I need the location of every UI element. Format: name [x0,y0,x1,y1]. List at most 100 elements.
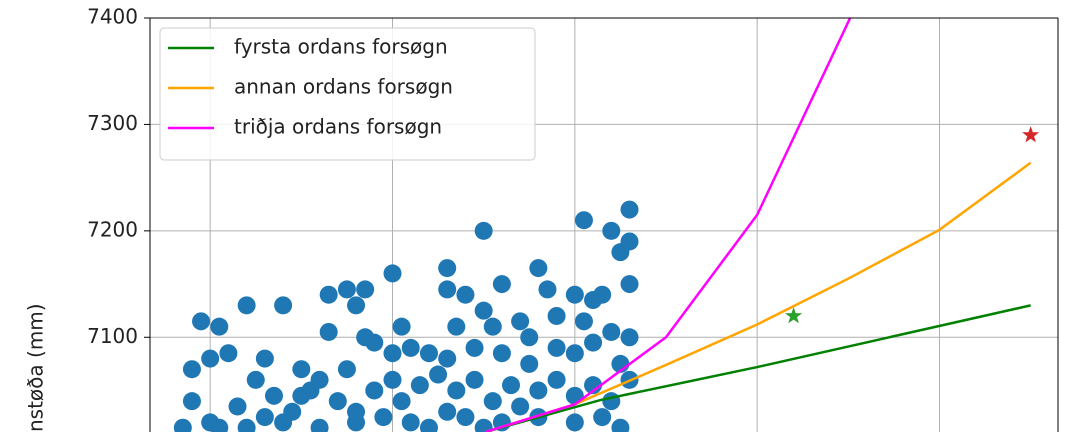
scatter-point [565,413,584,432]
scatter-point [237,296,256,315]
scatter-point [593,408,612,427]
scatter-point [219,344,238,363]
scatter-point [565,344,584,363]
scatter-point [255,408,274,427]
scatter-point [611,418,630,432]
scatter-point [620,275,639,294]
scatter-point [529,259,548,278]
scatter-point [274,413,293,432]
prediction-line [485,18,852,432]
scatter-point [438,280,457,299]
scatter-point [483,392,502,411]
scatter-point [602,221,621,240]
scatter-point [492,344,511,363]
scatter-point [401,413,420,432]
y-tick-label: 7100 [87,324,138,348]
scatter-point [520,354,539,373]
scatter-point [292,360,311,379]
star-marker [785,307,803,324]
y-axis-label: nstøða (mm) [24,303,48,432]
scatter-point [410,376,429,395]
scatter-point [356,280,375,299]
star-marker [1022,126,1040,143]
y-tick-label: 7300 [87,111,138,135]
legend-box [159,27,536,161]
scatter-point [474,418,493,432]
scatter-point [310,418,329,432]
scatter-point [201,349,220,368]
scatter-point [620,328,639,347]
scatter-point [529,381,548,400]
scatter-point [602,392,621,411]
prediction-line [485,304,1031,432]
scatter-point [456,408,475,427]
legend-label: fyrsta ordans forsøgn [234,35,448,59]
scatter-point [292,386,311,405]
scatter-point [319,322,338,341]
scatter-point [337,280,356,299]
scatter-point [429,365,448,384]
scatter-point [319,285,338,304]
scatter-point [210,317,229,336]
scatter-point [565,285,584,304]
scatter-point [383,370,402,389]
scatter-point [584,376,603,395]
scatter-point [210,418,229,432]
scatter-point [511,312,530,331]
scatter-point [456,285,475,304]
scatter-point [328,392,347,411]
scatter-point [511,397,530,416]
scatter-point [447,317,466,336]
scatter-point [347,413,366,432]
scatter-point [347,296,366,315]
scatter-point [182,392,201,411]
scatter-point [392,392,411,411]
scatter-point [237,418,256,432]
scatter-point [173,418,192,432]
scatter-point [192,312,211,331]
legend-label: triðja ordans forsøgn [234,115,442,139]
scatter-point [337,360,356,379]
scatter-point [474,221,493,240]
scatter-point [611,243,630,262]
scatter-point [447,381,466,400]
scatter-point [465,338,484,357]
scatter-point [246,370,265,389]
y-tick-label: 7400 [87,5,138,29]
scatter-point [584,333,603,352]
scatter-point [602,322,621,341]
scatter-point [383,344,402,363]
scatter-point [502,376,521,395]
scatter-point [620,200,639,219]
scatter-point [483,317,502,336]
scatter-point [438,402,457,421]
scatter-point [547,338,566,357]
scatter-point [538,280,557,299]
scatter-point [547,370,566,389]
scatter-point [374,408,393,427]
scatter-point [264,386,283,405]
scatter-point [438,349,457,368]
scatter-point [574,312,593,331]
y-tick-label: 7200 [87,217,138,241]
scatter-point [255,349,274,368]
scatter-point [492,275,511,294]
scatter-point [520,328,539,347]
scatter-point [383,264,402,283]
scatter-point [365,333,384,352]
scatter-point [474,301,493,320]
scatter-point [365,381,384,400]
legend-label: annan ordans forsøgn [234,75,453,99]
scatter-point [419,418,438,432]
scatter-point [401,338,420,357]
scatter-point [274,296,293,315]
scatter-point [593,285,612,304]
scatter-point [465,370,484,389]
scatter-point [438,259,457,278]
scatter-point [392,317,411,336]
scatter-point [547,306,566,325]
scatter-point [574,211,593,230]
scatter-point [182,360,201,379]
scatter-point [228,397,247,416]
